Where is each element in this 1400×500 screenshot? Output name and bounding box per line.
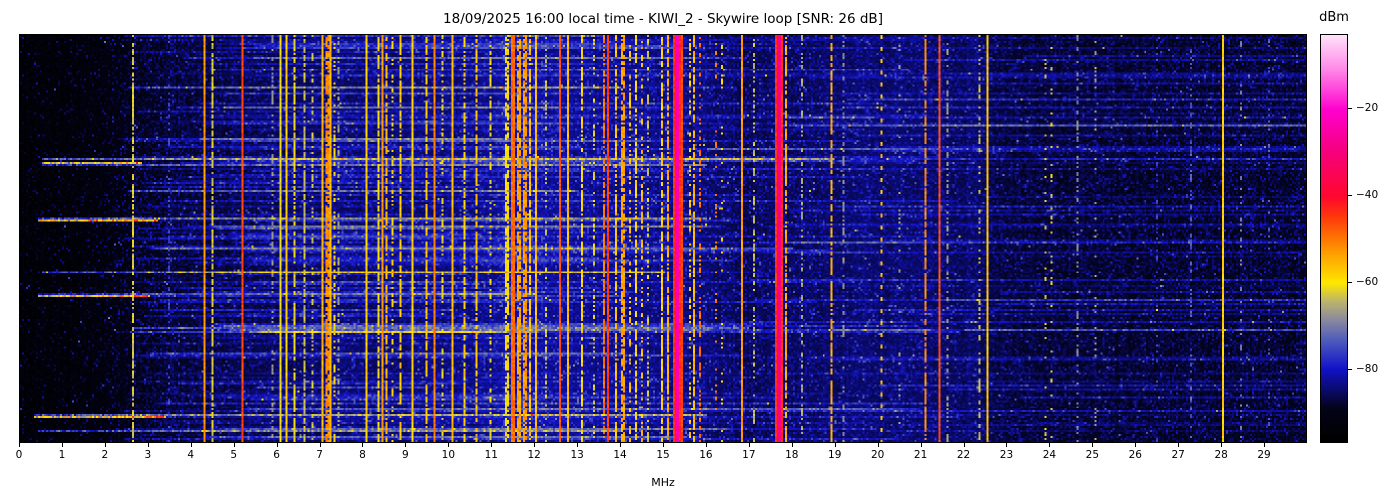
colorbar-tick-label: −60 — [1356, 276, 1379, 288]
x-tick-mark — [1049, 443, 1051, 447]
x-tick-mark — [104, 443, 106, 447]
x-tick-mark — [1006, 443, 1008, 447]
x-tick-mark — [1178, 443, 1180, 447]
x-tick-mark — [877, 443, 879, 447]
x-tick-label: 25 — [1085, 449, 1100, 461]
x-tick-label: 20 — [870, 449, 885, 461]
x-tick-label: 16 — [699, 449, 713, 461]
colorbar-tick-label: −40 — [1356, 188, 1379, 201]
x-tick-label: 15 — [656, 449, 670, 461]
x-tick-label: 24 — [1042, 449, 1057, 461]
x-tick-label: 7 — [316, 449, 323, 461]
x-tick-label: 23 — [999, 449, 1014, 461]
x-tick-label: 1 — [58, 449, 66, 461]
colorbar-tick-mark — [1348, 282, 1352, 283]
x-tick-label: 8 — [359, 449, 366, 461]
x-tick-label: 3 — [144, 449, 152, 461]
colorbar-label: dBm — [1319, 10, 1349, 25]
x-tick-label: 0 — [15, 449, 23, 461]
waterfall-plot-area — [19, 34, 1307, 443]
colorbar — [1320, 34, 1348, 443]
x-tick-mark — [963, 443, 965, 447]
x-tick-label: 22 — [956, 449, 971, 461]
waterfall-canvas — [20, 35, 1306, 442]
x-tick-label: 29 — [1257, 449, 1271, 461]
x-tick-label: 5 — [230, 449, 237, 461]
x-tick-label: 4 — [187, 449, 195, 461]
x-tick-label: 9 — [402, 449, 409, 461]
x-tick-mark — [577, 443, 579, 447]
x-tick-mark — [19, 443, 20, 447]
x-tick-label: 27 — [1171, 449, 1185, 461]
x-tick-label: 21 — [913, 449, 928, 461]
colorbar-canvas — [1321, 35, 1347, 442]
x-tick-mark — [61, 443, 63, 447]
x-tick-label: 2 — [101, 449, 109, 461]
x-tick-mark — [920, 443, 922, 447]
x-tick-label: 13 — [570, 449, 584, 461]
x-tick-mark — [491, 443, 493, 447]
x-tick-mark — [233, 443, 235, 447]
x-tick-mark — [620, 443, 622, 447]
colorbar-tick-label: −20 — [1356, 101, 1379, 114]
x-tick-mark — [276, 443, 278, 447]
x-tick-mark — [791, 443, 793, 447]
x-tick-label: 6 — [273, 449, 280, 461]
x-tick-mark — [705, 443, 707, 447]
colorbar-tick-label: −80 — [1356, 363, 1379, 376]
x-tick-mark — [1092, 443, 1094, 447]
x-tick-label: 12 — [527, 449, 541, 461]
plot-title: 18/09/2025 16:00 local time - KIWI_2 - S… — [443, 11, 883, 27]
x-tick-label: 28 — [1214, 449, 1228, 461]
x-axis-label: MHz — [651, 476, 675, 489]
colorbar-tick-mark — [1348, 107, 1352, 109]
x-tick-mark — [748, 443, 750, 447]
x-tick-mark — [190, 443, 192, 447]
colorbar-tick-mark — [1348, 194, 1352, 196]
x-tick-mark — [1135, 443, 1137, 447]
x-tick-mark — [405, 443, 407, 447]
x-tick-label: 11 — [484, 449, 498, 461]
x-tick-mark — [534, 443, 536, 447]
x-tick-label: 17 — [742, 449, 756, 461]
x-tick-label: 18 — [785, 449, 799, 461]
x-tick-label: 14 — [613, 449, 627, 461]
x-tick-label: 26 — [1128, 449, 1142, 461]
x-tick-mark — [1264, 443, 1266, 447]
x-tick-mark — [834, 443, 836, 447]
x-tick-label: 10 — [441, 449, 456, 461]
colorbar-tick-mark — [1348, 369, 1352, 371]
x-tick-mark — [663, 443, 664, 447]
x-tick-mark — [147, 443, 149, 447]
x-tick-mark — [448, 443, 450, 447]
x-tick-label: 19 — [828, 449, 842, 461]
x-tick-mark — [1221, 443, 1223, 447]
x-tick-mark — [362, 443, 364, 447]
x-tick-mark — [319, 443, 321, 447]
